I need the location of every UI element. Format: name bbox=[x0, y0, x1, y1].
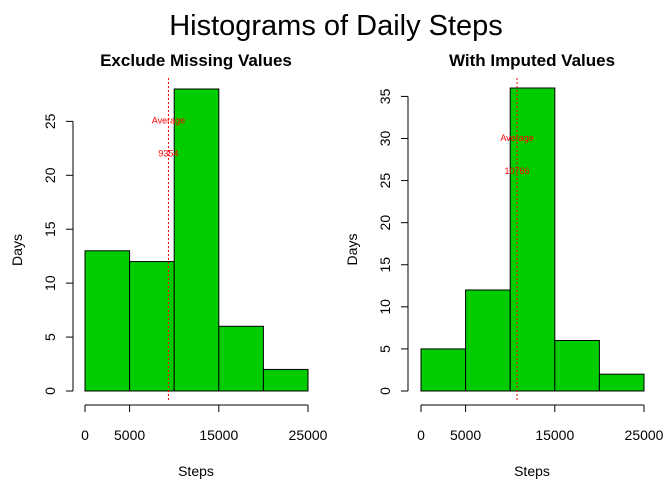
y-tick-label: 30 bbox=[377, 131, 393, 147]
mean-label: Average bbox=[152, 116, 185, 126]
histogram-bar bbox=[554, 340, 600, 392]
mean-value-label: 10766 bbox=[505, 166, 530, 176]
panel-title: Exclude Missing Values bbox=[100, 51, 292, 70]
histogram-bar bbox=[465, 289, 511, 392]
x-axis-label: Steps bbox=[178, 463, 214, 479]
histogram-bar bbox=[262, 368, 309, 392]
histogram-bar bbox=[218, 325, 264, 392]
y-tick-label: 0 bbox=[42, 387, 58, 395]
x-tick-label: 15000 bbox=[535, 427, 574, 443]
x-tick-label: 5000 bbox=[450, 427, 481, 443]
y-tick-label: 10 bbox=[42, 275, 58, 291]
y-tick-label: 25 bbox=[377, 173, 393, 189]
histogram-bar bbox=[509, 87, 556, 392]
y-tick-label: 35 bbox=[377, 88, 393, 104]
y-tick-label: 5 bbox=[377, 345, 393, 353]
y-axis-label: Days bbox=[344, 234, 360, 266]
y-axis-label: Days bbox=[9, 234, 25, 266]
x-tick-label: 5000 bbox=[114, 427, 145, 443]
histogram-bar bbox=[173, 88, 220, 392]
x-tick-label: 0 bbox=[81, 427, 89, 443]
y-tick-label: 15 bbox=[42, 221, 58, 237]
x-tick-label: 25000 bbox=[625, 427, 664, 443]
y-tick-label: 0 bbox=[377, 387, 393, 395]
mean-label: Average bbox=[500, 133, 533, 143]
y-tick-label: 5 bbox=[42, 333, 58, 341]
y-tick-label: 20 bbox=[42, 167, 58, 183]
panel-title: With Imputed Values bbox=[449, 51, 615, 70]
y-tick-label: 25 bbox=[42, 113, 58, 129]
x-tick-label: 25000 bbox=[289, 427, 328, 443]
histogram-bar bbox=[598, 373, 645, 392]
y-tick-label: 20 bbox=[377, 215, 393, 231]
figure-title: Histograms of Daily Steps bbox=[169, 10, 503, 42]
y-tick-label: 15 bbox=[377, 257, 393, 273]
x-tick-label: 15000 bbox=[199, 427, 238, 443]
histogram-panel-excluded: Exclude Missing Values 0 5000 15000 25000 0 5 1… bbox=[9, 51, 328, 479]
histogram-bar bbox=[84, 250, 131, 392]
x-tick-label: 0 bbox=[417, 427, 425, 443]
y-tick-label: 10 bbox=[377, 299, 393, 315]
x-axis-label: Steps bbox=[514, 463, 550, 479]
histogram-bar bbox=[129, 261, 175, 392]
histogram-bar bbox=[420, 348, 467, 392]
histogram-panel-imputed: With Imputed Values 0 5000 15000 25000 0 5 10 15… bbox=[344, 51, 664, 479]
mean-value-label: 9354 bbox=[158, 149, 178, 159]
